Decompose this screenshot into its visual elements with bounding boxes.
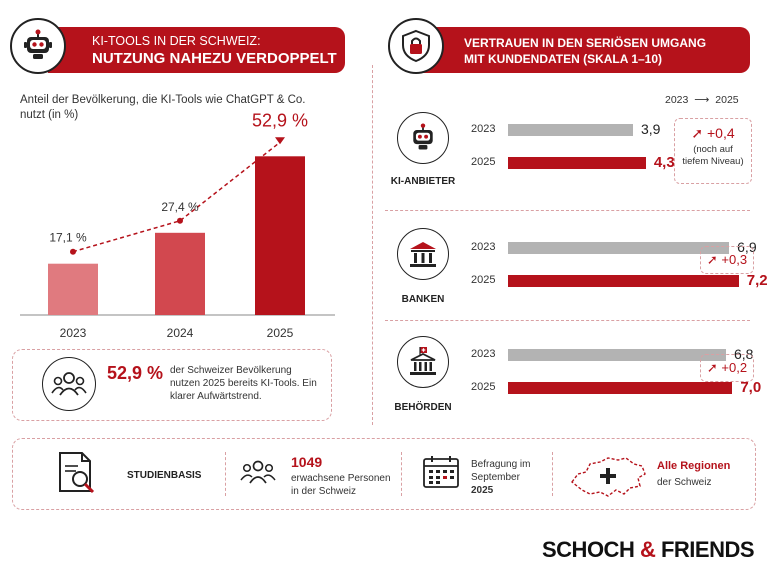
delta-box-ki-anbieter: ➚ +0,4 (noch auf tiefem Niveau) bbox=[674, 118, 752, 184]
trust-value-label: 4,3 bbox=[653, 154, 675, 171]
delta-note: (noch auf tiefem Niveau) bbox=[682, 144, 744, 167]
row-year-label: 2025 bbox=[471, 274, 496, 286]
trend-line bbox=[72, 141, 281, 253]
right-title-line1: Vertrauen in den seriösen Umgang bbox=[464, 36, 707, 50]
left-title-line1: KI-Tools in der Schweiz: bbox=[92, 34, 261, 48]
survey-text: Befragung im September bbox=[471, 459, 531, 483]
brand-logo: SCHOCH & FRIENDS bbox=[542, 537, 755, 563]
robot-icon bbox=[397, 112, 449, 164]
trust-bar-2025 bbox=[508, 275, 739, 287]
data-label: 27,4 % bbox=[161, 200, 199, 214]
document-search-icon bbox=[52, 449, 102, 504]
left-title-line2: Nutzung nahezu verdoppelt bbox=[92, 50, 337, 67]
delta-value: +0,4 bbox=[706, 125, 735, 141]
bar-2025 bbox=[255, 156, 305, 315]
brand-ampersand: & bbox=[639, 537, 656, 562]
group-label-banken: BANKEN bbox=[401, 294, 445, 305]
brand-part1: SCHOCH bbox=[542, 537, 635, 562]
robot-icon bbox=[10, 18, 66, 74]
summary-box bbox=[12, 349, 332, 421]
trend-arrowhead bbox=[275, 137, 285, 145]
arrow-up-right-icon: ➚ bbox=[706, 360, 718, 375]
row-year-label: 2023 bbox=[471, 241, 496, 253]
calendar-icon bbox=[422, 455, 460, 494]
people-icon bbox=[240, 458, 276, 491]
trend-dot bbox=[177, 217, 183, 224]
row-year-label: 2025 bbox=[471, 381, 496, 393]
row-year-label: 2023 bbox=[471, 123, 496, 135]
x-tick-label: 2025 bbox=[267, 326, 294, 340]
study-basis-label: STUDIENBASIS bbox=[127, 470, 202, 481]
shield-lock-icon bbox=[388, 18, 444, 74]
study-basis-box bbox=[12, 438, 756, 510]
left-chart-subtitle: Anteil der Bevölkerung, die KI-Tools wie… bbox=[20, 94, 306, 121]
footer-divider-2 bbox=[401, 452, 402, 496]
footer-divider-1 bbox=[225, 452, 226, 496]
trust-bar-2025 bbox=[508, 382, 733, 394]
bar-2023 bbox=[48, 263, 98, 315]
trust-legend: 2023 ⟶ 2025 bbox=[665, 94, 739, 106]
trust-value-label: 7,2 bbox=[746, 272, 767, 289]
trust-bar-2023 bbox=[508, 349, 726, 361]
row-year-label: 2025 bbox=[471, 156, 496, 168]
survey-year: 2025 bbox=[471, 485, 494, 496]
government-building-icon bbox=[397, 336, 449, 388]
trust-value-label: 3,9 bbox=[641, 121, 661, 137]
legend-arrow: ⟶ bbox=[694, 94, 710, 106]
legend-to: 2025 bbox=[715, 94, 739, 106]
delta-row: ➚ +0,4 bbox=[675, 125, 751, 142]
group-divider-1 bbox=[385, 210, 750, 211]
data-label: 17,1 % bbox=[49, 231, 87, 245]
data-label: 52,9 % bbox=[252, 110, 308, 130]
people-text: erwachsene Personen in der Schweiz bbox=[291, 473, 391, 497]
delta-value: +0,3 bbox=[721, 252, 748, 267]
summary-value: 52,9 % bbox=[107, 363, 164, 383]
trend-dot bbox=[70, 248, 76, 255]
column-divider bbox=[372, 65, 373, 425]
delta-row: ➚ +0,3 bbox=[701, 252, 753, 268]
footer-divider-3 bbox=[552, 452, 553, 496]
delta-value: +0,2 bbox=[721, 360, 748, 375]
usage-bar-chart: 2023 2024 2025 17,1 % 27,4 % 52,9 % bbox=[20, 110, 335, 340]
people-group-icon bbox=[42, 357, 96, 411]
group-label-ki-anbieter: KI-ANBIETER bbox=[390, 176, 456, 187]
people-count: 1049 bbox=[291, 454, 323, 470]
bar-2024 bbox=[155, 232, 205, 315]
summary-text: der Schweizer Bevölkerung nutzen 2025 be… bbox=[170, 365, 317, 402]
group-divider-2 bbox=[385, 320, 750, 321]
row-year-label: 2023 bbox=[471, 348, 496, 360]
switzerland-map-icon bbox=[568, 452, 648, 505]
bank-icon bbox=[397, 228, 449, 280]
delta-box-banken: ➚ +0,3 bbox=[700, 246, 754, 274]
delta-row: ➚ +0,2 bbox=[701, 360, 753, 376]
right-title-line2: mit Kundendaten (Skala 1–10) bbox=[464, 52, 663, 66]
trust-bar-2023 bbox=[508, 124, 633, 136]
brand-part2: FRIENDS bbox=[660, 537, 755, 562]
right-title-banner: Vertrauen in den seriösen Umgang mit Kun… bbox=[420, 27, 750, 73]
arrow-up-right-icon: ➚ bbox=[691, 125, 704, 141]
legend-from: 2023 bbox=[665, 94, 689, 106]
group-label-behoerden: BEHÖRDEN bbox=[394, 402, 452, 413]
regions-title: Alle Regionen bbox=[657, 460, 731, 472]
trust-bar-2023 bbox=[508, 242, 730, 254]
x-tick-label: 2024 bbox=[167, 326, 194, 340]
regions-text: der Schweiz bbox=[657, 477, 712, 488]
trust-bar-2025 bbox=[508, 157, 646, 169]
left-title-banner: KI-Tools in der Schweiz: Nutzung nahezu … bbox=[48, 27, 345, 73]
delta-box-behoerden: ➚ +0,2 bbox=[700, 354, 754, 382]
arrow-up-right-icon: ➚ bbox=[706, 252, 718, 267]
x-tick-label: 2023 bbox=[60, 326, 87, 340]
